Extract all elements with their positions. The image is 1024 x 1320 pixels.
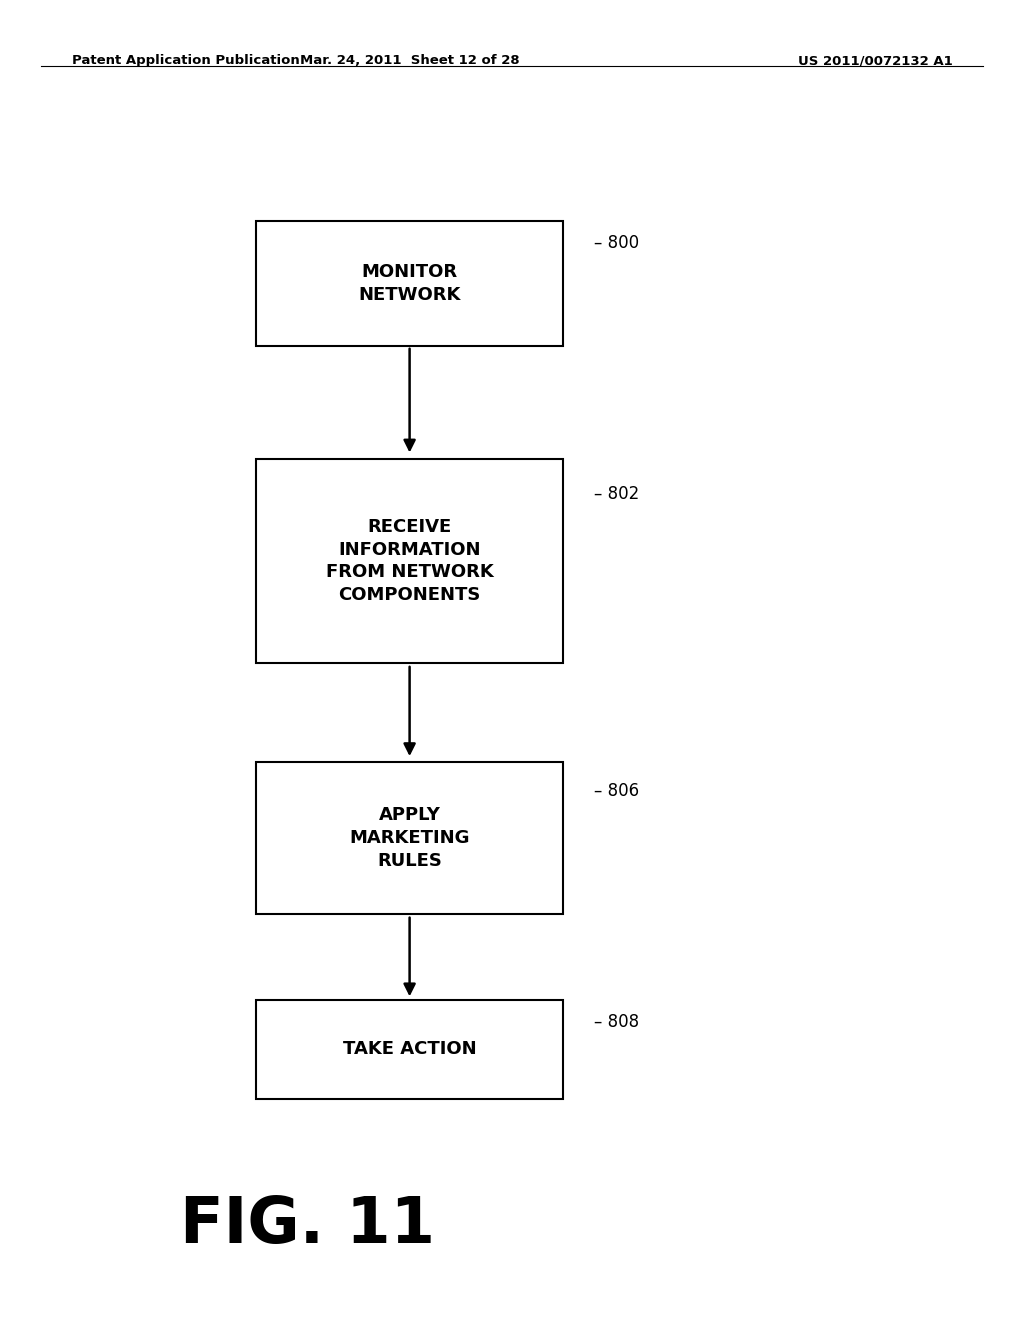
- Bar: [256, 763, 563, 913]
- Text: RECEIVE
INFORMATION
FROM NETWORK
COMPONENTS: RECEIVE INFORMATION FROM NETWORK COMPONE…: [326, 517, 494, 605]
- Bar: [256, 220, 563, 346]
- Text: Mar. 24, 2011  Sheet 12 of 28: Mar. 24, 2011 Sheet 12 of 28: [300, 54, 519, 67]
- Text: – 808: – 808: [594, 1014, 639, 1031]
- Bar: [256, 1001, 563, 1098]
- Text: MONITOR
NETWORK: MONITOR NETWORK: [358, 264, 461, 304]
- Text: US 2011/0072132 A1: US 2011/0072132 A1: [798, 54, 952, 67]
- Text: – 800: – 800: [594, 235, 639, 252]
- Text: TAKE ACTION: TAKE ACTION: [343, 1040, 476, 1059]
- Text: Patent Application Publication: Patent Application Publication: [72, 54, 299, 67]
- Text: – 802: – 802: [594, 486, 639, 503]
- Text: APPLY
MARKETING
RULES: APPLY MARKETING RULES: [349, 807, 470, 870]
- Bar: [256, 459, 563, 664]
- Text: – 806: – 806: [594, 781, 639, 800]
- Text: FIG. 11: FIG. 11: [179, 1195, 435, 1255]
